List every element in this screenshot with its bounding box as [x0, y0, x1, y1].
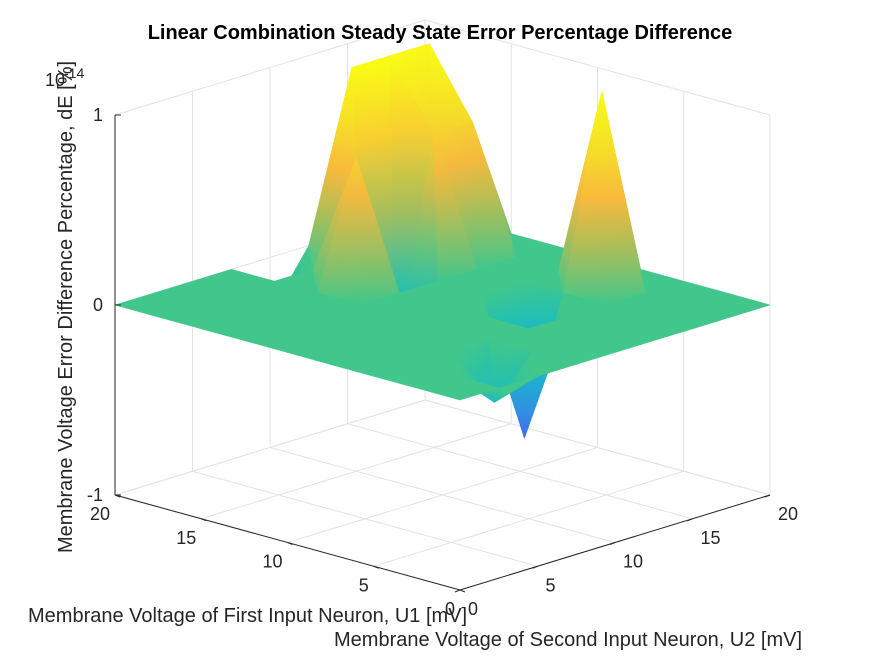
- x-axis-label: Membrane Voltage of First Input Neuron, …: [28, 605, 467, 627]
- z-exponent-power: -14: [64, 65, 84, 81]
- z-tick-label: -1: [87, 485, 103, 505]
- right-wall-gridline-horizontal: [424, 19, 771, 116]
- surface-facet: [726, 292, 771, 318]
- y-tick-mark: [609, 542, 616, 545]
- surface-facet: [649, 316, 693, 341]
- left-wall-gridline-horizontal: [114, 19, 426, 116]
- z-tick-label: 0: [93, 295, 103, 315]
- y-tick-label: 0: [468, 599, 478, 619]
- chart-title: Linear Combination Steady State Error Pe…: [148, 22, 733, 44]
- left-wall-gridline-horizontal: [114, 399, 426, 496]
- x-tick-mark: [287, 542, 293, 545]
- surface-facet: [455, 375, 500, 401]
- y-tick-mark: [764, 494, 771, 498]
- x-tick-mark: [373, 565, 379, 569]
- z-axis-label: Membrane Voltage Error Difference Percen…: [55, 61, 77, 553]
- floor-gridline-y: [192, 470, 538, 567]
- x-tick-label: 5: [359, 575, 369, 595]
- y-tick-mark: [532, 565, 538, 569]
- x-tick-mark: [201, 518, 207, 522]
- y-tick-label: 10: [623, 552, 643, 572]
- surface-mesh: [114, 43, 771, 439]
- y-tick-label: 15: [701, 528, 721, 548]
- x-tick-mark: [459, 589, 466, 593]
- z-tick-label: 1: [93, 105, 103, 125]
- x-tick-label: 0: [445, 599, 455, 619]
- z-exponent-label: 10: [45, 70, 65, 90]
- surface-facet: [610, 328, 655, 353]
- x-tick-label: 15: [176, 528, 196, 548]
- y-tick-mark: [454, 589, 461, 593]
- y-tick-label: 5: [546, 575, 556, 595]
- surface-facet: [494, 375, 538, 403]
- floor-gridline-y: [347, 423, 693, 520]
- surface-facet: [532, 352, 577, 377]
- y-tick-mark: [687, 518, 693, 522]
- surface-facet: [571, 340, 616, 365]
- x-tick-label: 10: [262, 552, 282, 572]
- right-wall-gridline-horizontal: [424, 399, 771, 496]
- y-axis-label: Membrane Voltage of Second Input Neuron,…: [334, 629, 802, 651]
- axes-lines: [114, 114, 771, 593]
- y-tick-label: 20: [778, 504, 798, 524]
- surface-facet: [687, 304, 732, 330]
- floor-gridline-y: [269, 447, 616, 543]
- x-tick-label: 20: [90, 504, 110, 524]
